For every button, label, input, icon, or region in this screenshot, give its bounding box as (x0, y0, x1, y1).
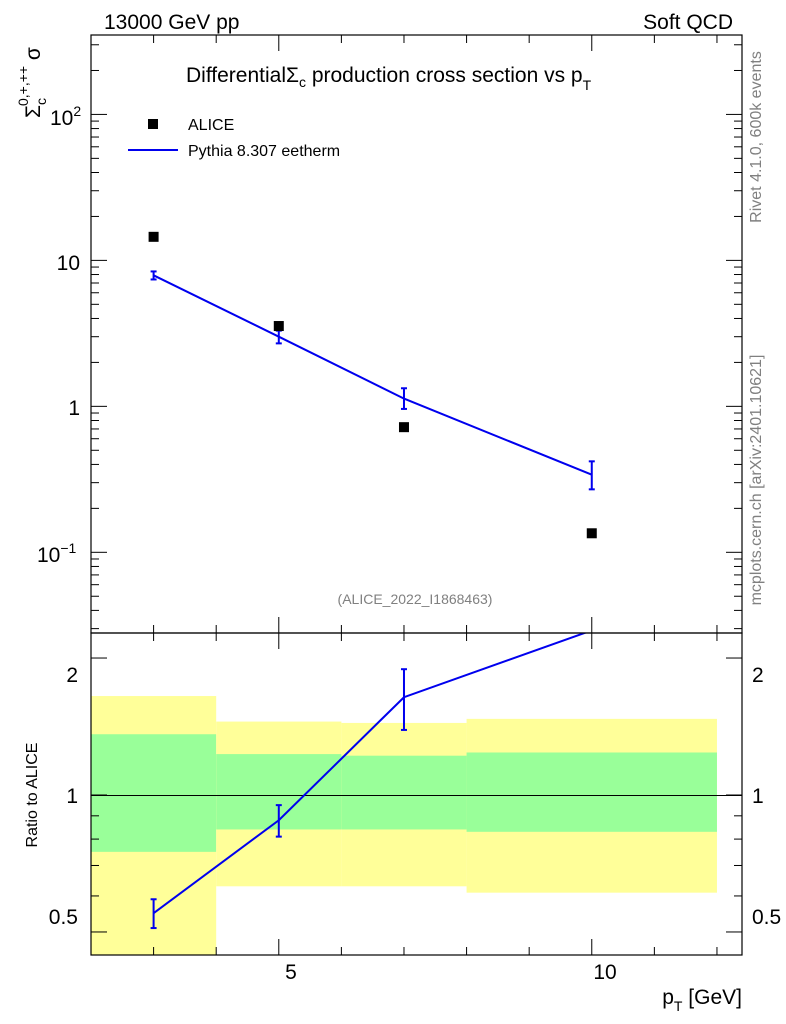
ratio-ytick-right-05: 0.5 (752, 906, 781, 929)
ytick-100-base: 10 (50, 107, 73, 130)
ratio-series-layer (150, 633, 588, 930)
ratio-frame (90, 632, 743, 956)
ytick-label-1: 1 (68, 397, 80, 420)
ytick-01-base: 10 (37, 544, 60, 567)
legend-mc-label: Pythia 8.307 eetherm (188, 143, 340, 160)
ratio-line (153, 633, 588, 914)
xtick-label-10: 10 (593, 961, 616, 984)
alice-point-10 (586, 528, 597, 539)
alice-point-3 (148, 231, 159, 242)
ratio-ytick-right-1: 1 (752, 785, 764, 808)
ratio-ytick-left-2: 2 (66, 664, 78, 687)
ylabel-sigma: Σ (22, 105, 45, 118)
xlabel-sub: T (674, 998, 683, 1014)
ytick-01-exp: −1 (60, 540, 76, 556)
mc-line (153, 274, 593, 476)
main-ylabel: Σc0,+,++ σ (15, 47, 49, 118)
title-text-b: production cross section vs p (306, 64, 583, 87)
ratio-ytick-right-2: 2 (752, 664, 764, 687)
ratio-bands-layer (91, 696, 717, 955)
legend-data-label: ALICE (188, 117, 234, 134)
main-panel: DifferentialΣc production cross section … (15, 34, 743, 634)
xtick-label-5: 5 (285, 961, 297, 984)
header-left: 13000 GeV pp (104, 11, 239, 34)
title-sigma: Σ (286, 64, 299, 87)
analysis-watermark: (ALICE_2022_I1868463) (338, 591, 493, 607)
green-band-3 (466, 752, 717, 832)
alice-point-7 (398, 422, 409, 433)
mcplots-label: mcplots.cern.ch [arXiv:2401.10621] (748, 355, 765, 606)
main-ticks (90, 35, 742, 633)
legend-data-marker (148, 119, 158, 129)
green-band-2 (341, 755, 467, 830)
xlabel-tail: [GeV] (682, 986, 742, 1009)
ylabel-sup: 0,+,++ (15, 66, 31, 106)
ytick-label-10: 10 (57, 252, 80, 275)
rivet-label: Rivet 4.1.0, 600k events (748, 51, 765, 223)
ratio-ticks (90, 633, 742, 955)
header-right: Soft QCD (643, 11, 733, 34)
ratio-ylabel: Ratio to ALICE (24, 743, 41, 848)
ylabel-tail: σ (22, 47, 45, 66)
ylabel-sub: c (33, 98, 49, 105)
title-sub-c: c (299, 74, 306, 90)
ratio-ytick-left-1: 1 (66, 785, 78, 808)
alice-point-5 (273, 321, 284, 332)
legend: ALICE Pythia 8.307 eetherm (128, 117, 340, 160)
ratio-xlabel: pT [GeV] (662, 986, 742, 1014)
ytick-100-exp: 2 (73, 103, 81, 119)
ytick-label-100: 102 (50, 103, 81, 130)
ratio-ytick-left-05: 0.5 (49, 906, 78, 929)
title-text-a: Differential (186, 64, 286, 87)
main-title: DifferentialΣc production cross section … (186, 64, 592, 93)
green-band-0 (91, 734, 217, 852)
main-series-layer (148, 231, 597, 539)
xlabel-p: p (662, 986, 674, 1009)
title-sub-t: T (583, 77, 592, 93)
ytick-label-01: 10−1 (37, 540, 77, 567)
ratio-panel: Ratio to ALICE 2 1 0.5 2 1 0.5 5 10 pT [… (24, 632, 781, 1014)
